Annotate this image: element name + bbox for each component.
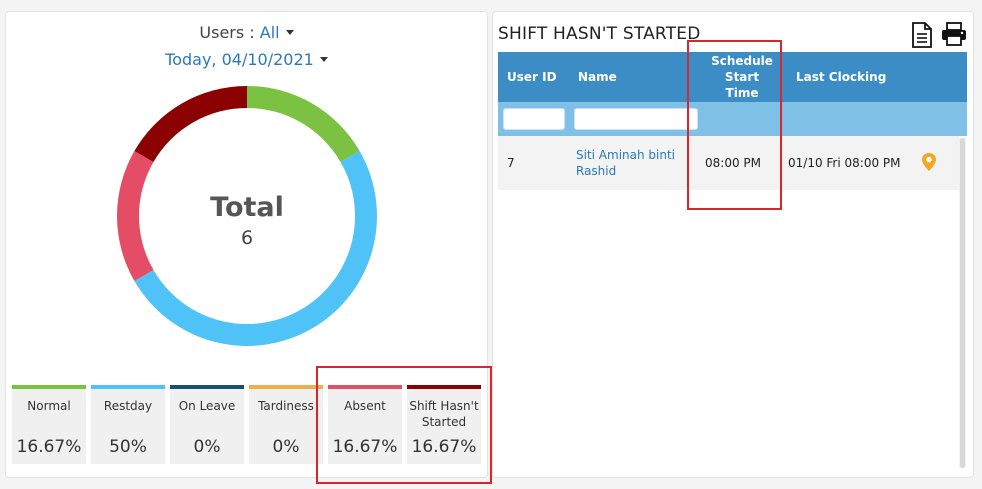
status-card-label: Tardiness [258,399,314,413]
users-filter[interactable]: Users : All [6,23,487,43]
donut-slice-shift-hasn-t-started[interactable] [134,86,247,163]
status-card-value: 0% [193,437,221,457]
name-filter-input[interactable] [574,108,698,130]
status-card-value: 0% [272,437,300,457]
map-pin-icon[interactable] [921,152,937,172]
status-card-value: 16.67% [411,437,477,457]
status-card-value: 50% [109,437,147,457]
status-color-bar [407,385,481,389]
vertical-scrollbar[interactable] [959,138,966,468]
status-card-value: 16.67% [332,437,398,457]
annotation-highlight-box [687,40,782,210]
caret-down-icon[interactable] [285,30,294,35]
annotation-highlight-box [316,366,492,484]
table-header: User ID Name Schedule Start Time Last Cl… [498,52,967,102]
shift-not-started-panel: SHIFT HASN'T STARTED User ID Name Schedu… [492,11,974,478]
status-card[interactable]: Normal 16.67% [12,385,86,464]
scrollbar-thumb[interactable] [960,138,965,468]
status-card[interactable]: Absent 16.67% [328,385,402,464]
status-color-bar [170,385,244,389]
column-schedule-start[interactable]: Schedule Start Time [711,54,773,100]
donut-slice-normal[interactable] [247,86,360,163]
donut-total-value: 6 [240,227,254,249]
date-filter-value[interactable]: Today, 04/10/2021 [165,50,314,69]
cell-schedule-start: 08:00 PM [705,156,761,170]
panel-title: SHIFT HASN'T STARTED [498,24,701,44]
user-id-filter-input[interactable] [503,108,565,130]
column-user-id[interactable]: User ID [507,70,557,84]
status-card-label: On Leave [178,399,236,413]
cell-user-id: 7 [507,156,515,170]
attendance-summary-panel: Users : All Today, 04/10/2021 Total 6 No… [5,11,488,478]
users-filter-value[interactable]: All [259,23,280,42]
cell-name-link[interactable]: Siti Aminah binti Rashid [576,148,676,178]
cell-last-clocking: 01/10 Fri 08:00 PM [788,156,901,170]
status-card[interactable]: Shift Hasn't Started 16.67% [407,385,481,464]
status-card-label: Shift Hasn't Started [409,399,479,429]
status-card[interactable]: Restday 50% [91,385,165,464]
column-last-clocking[interactable]: Last Clocking [796,70,887,84]
donut-total-label: Total [210,192,284,223]
printer-icon[interactable] [941,22,967,46]
status-card-label: Restday [103,399,153,413]
attendance-donut-chart [117,86,377,346]
table-row[interactable]: 7 Siti Aminah binti Rashid 08:00 PM 01/1… [498,136,959,190]
column-name[interactable]: Name [578,70,617,84]
status-color-bar [91,385,165,389]
donut-slice-restday[interactable] [134,151,377,346]
status-card[interactable]: On Leave 0% [170,385,244,464]
date-filter[interactable]: Today, 04/10/2021 [6,50,487,70]
document-icon[interactable] [911,22,933,48]
status-card-label: Normal [27,399,71,413]
column-filter-row [498,102,967,136]
status-color-bar [328,385,402,389]
donut-slice-absent[interactable] [117,151,154,282]
status-color-bar [249,385,323,389]
status-card[interactable]: Tardiness 0% [249,385,323,464]
status-color-bar [12,385,86,389]
status-card-value: 16.67% [16,437,82,457]
caret-down-icon[interactable] [319,57,328,62]
status-card-label: Absent [344,399,386,413]
users-filter-label: Users : [199,23,255,42]
